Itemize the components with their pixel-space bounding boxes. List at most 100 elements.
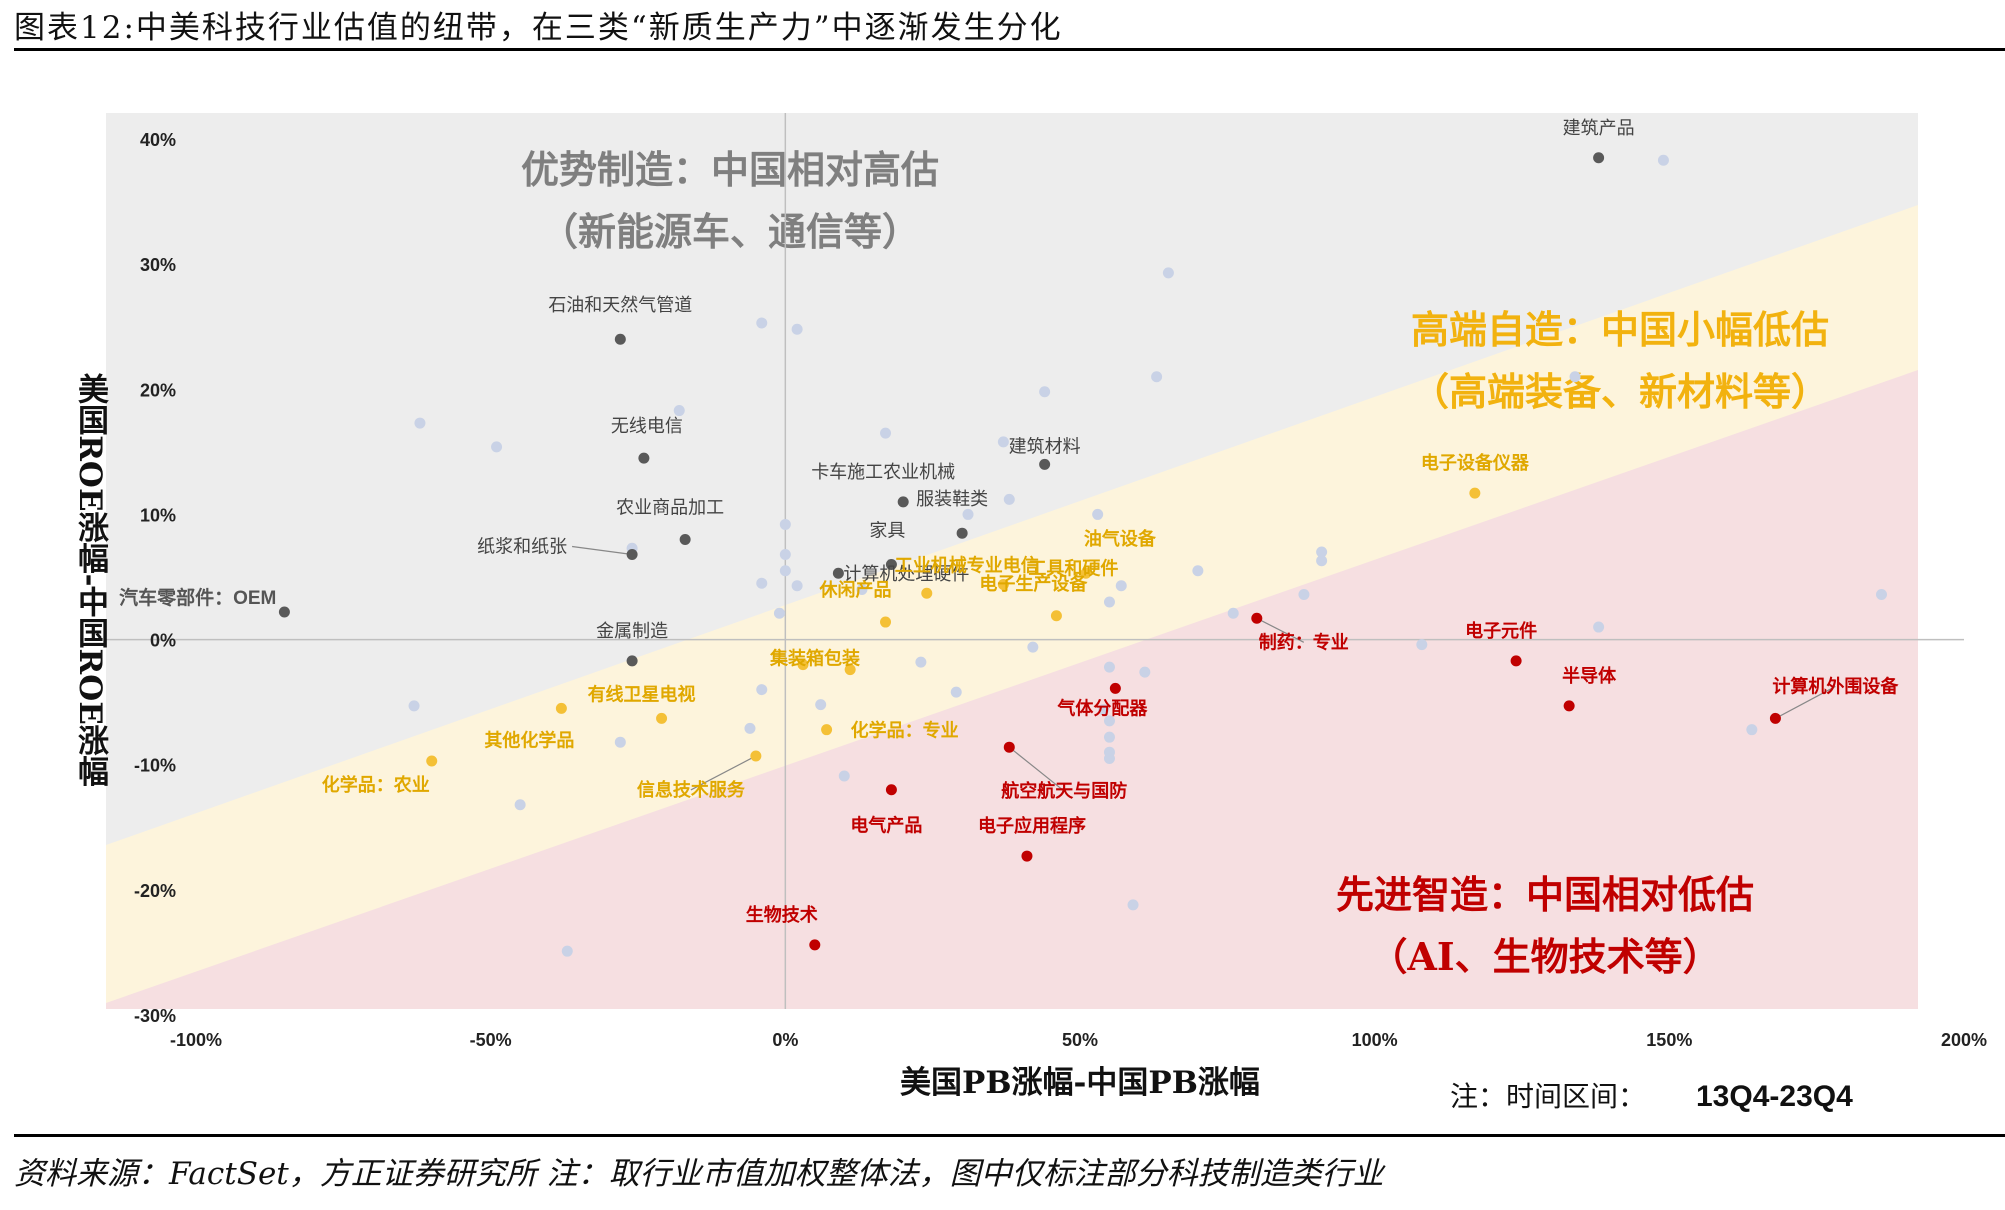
point-label: 航空航天与国防 (1001, 780, 1127, 802)
point-label: 有线卫星电视 (588, 683, 696, 705)
scatter-point-faint (1092, 508, 1104, 520)
scatter-chart: 优势制造：中国相对高估 （新能源车、通信等） 高端自造：中国小幅低估 （高端装备、新材… (72, 113, 1987, 1113)
scatter-point-faint (880, 427, 892, 439)
x-tick-label: 150% (1646, 1030, 1692, 1050)
scatter-point-yellow (426, 755, 438, 767)
point-label: 集装箱包装 (769, 648, 860, 670)
scatter-point-faint (1103, 731, 1115, 743)
y-tick-label: -20% (134, 881, 176, 901)
scatter-point-gray (832, 567, 844, 579)
scatter-point-yellow (821, 724, 833, 736)
point-label: 金属制造 (596, 621, 668, 642)
scatter-point-faint (1151, 371, 1163, 383)
scatter-point-yellow (1469, 487, 1481, 499)
point-label: 其他化学品 (484, 729, 574, 751)
scatter-point-faint (1298, 589, 1310, 601)
point-label: 休闲产品 (819, 579, 892, 601)
scatter-point-red (1563, 700, 1575, 712)
point-label: 半导体 (1562, 665, 1617, 687)
x-tick-label: -50% (470, 1030, 512, 1050)
scatter-point-faint (514, 799, 526, 811)
point-label: 汽车零部件：OEM (119, 586, 276, 609)
scatter-point-faint (1003, 493, 1015, 505)
scatter-point-faint (1039, 386, 1051, 398)
scatter-point-gray (278, 606, 290, 618)
scatter-point-gray (1593, 152, 1605, 164)
scatter-point-gray (956, 527, 968, 539)
x-tick-label: -100% (170, 1030, 222, 1050)
scatter-point-yellow (1080, 567, 1092, 579)
scatter-point-faint (1127, 899, 1139, 911)
y-tick-label: 20% (140, 380, 176, 400)
zone-title-gray: 优势制造：中国相对高估 (521, 147, 939, 192)
scatter-point-faint (1657, 154, 1669, 166)
scatter-point-faint (779, 565, 791, 577)
scatter-point-faint (1139, 666, 1151, 678)
point-label: 化学品：农业 (322, 774, 430, 796)
y-tick-label: -10% (134, 756, 176, 776)
zone-title-yellow: 高端自造：中国小幅低估 (1411, 307, 1829, 352)
scatter-point-faint (1103, 661, 1115, 673)
point-label: 计算机处理硬件 (843, 564, 969, 585)
scatter-point-faint (1192, 565, 1204, 577)
scatter-point-faint (997, 436, 1009, 448)
scatter-point-faint (791, 323, 803, 335)
point-label: 服装鞋类 (916, 489, 988, 510)
y-tick-label: 10% (140, 505, 176, 525)
leader-line (1008, 746, 1065, 792)
point-label: 家具 (869, 520, 905, 541)
scatter-point-red (885, 784, 897, 796)
x-tick-label: 200% (1941, 1030, 1987, 1050)
zone-title-red: 先进智造：中国相对低估 (1336, 872, 1754, 917)
scatter-point-faint (561, 945, 573, 957)
scatter-point-faint (408, 700, 420, 712)
leader-line (690, 755, 757, 791)
scatter-point-gray (885, 558, 897, 570)
scatter-point-faint (614, 736, 626, 748)
x-tick-label: 100% (1352, 1030, 1398, 1050)
scatter-point-gray (626, 548, 638, 560)
leader-line (1256, 617, 1305, 643)
point-label: 油气设备 (1084, 528, 1157, 550)
scatter-point-yellow (880, 616, 892, 628)
scatter-point-faint (915, 656, 927, 668)
point-label: 生物技术 (746, 904, 818, 926)
scatter-point-faint (414, 417, 426, 429)
zone-subtitle-gray: （新能源车、通信等） (540, 209, 920, 254)
point-label: 电气产品 (850, 815, 922, 837)
scatter-point-faint (1227, 607, 1239, 619)
period-note-value: 13Q4-23Q4 (1696, 1080, 1853, 1113)
scatter-point-yellow (797, 659, 809, 671)
point-label: 农业商品加工 (616, 497, 724, 518)
scatter-point-yellow (997, 579, 1009, 591)
scatter-point-faint (1103, 715, 1115, 727)
point-label: 信息技术服务 (637, 779, 746, 801)
y-tick-label: 40% (140, 130, 176, 150)
y-axis-title: 美国ROE涨幅-中国ROE涨幅 (72, 372, 109, 787)
scatter-point-faint (1103, 596, 1115, 608)
scatter-point-red (1003, 741, 1015, 753)
point-label: 石油和天然气管道 (548, 295, 692, 316)
scatter-point-faint (1875, 589, 1887, 601)
zone-subtitle-red: （AI、生物技术等） (1369, 934, 1720, 979)
scatter-point-faint (1027, 641, 1039, 653)
point-label: 工具和硬件 (1028, 558, 1118, 580)
point-label: 工业机械专业电信 (895, 554, 1039, 576)
x-tick-label: 50% (1062, 1030, 1098, 1050)
scatter-point-faint (1569, 371, 1581, 383)
scatter-point-faint (856, 584, 868, 596)
point-label: 化学品：专业 (851, 720, 959, 742)
scatter-point-gray (1039, 458, 1051, 470)
scatter-point-faint (1593, 621, 1605, 633)
leader-line (1775, 685, 1836, 719)
scatter-point-faint (779, 548, 791, 560)
scatter-point-gray (626, 655, 638, 667)
scatter-point-faint (962, 508, 974, 520)
leader-line (572, 545, 633, 556)
x-tick-label: 0% (772, 1030, 798, 1050)
scatter-point-faint (1316, 546, 1328, 558)
zone-subtitle-yellow: （高端装备、新材料等） (1411, 369, 1829, 414)
scatter-point-gray (897, 496, 909, 508)
point-label: 电子应用程序 (978, 815, 1086, 837)
scatter-point-red (1251, 612, 1263, 624)
